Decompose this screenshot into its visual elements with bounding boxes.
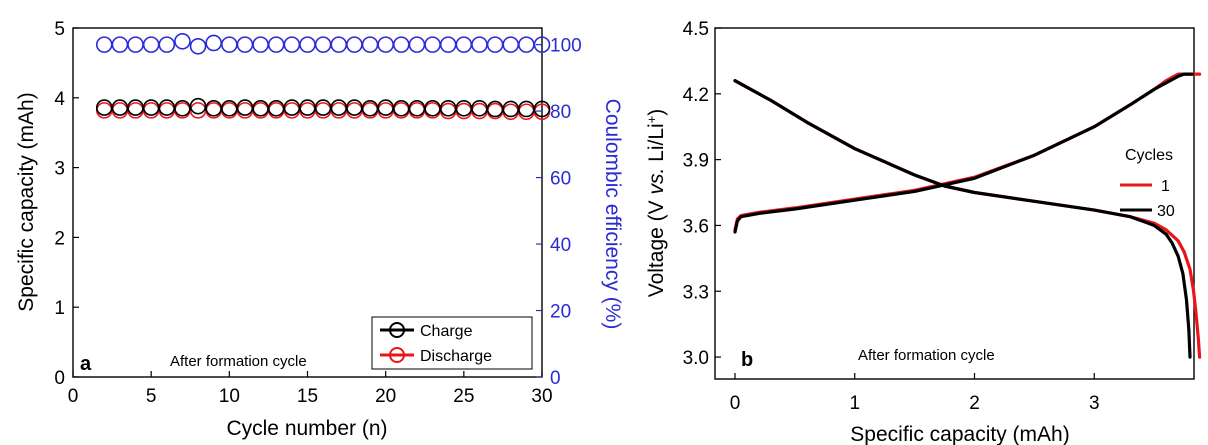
y-tick-label: 5 (54, 19, 65, 40)
efficiency-point (471, 36, 488, 53)
efficiency-point (174, 32, 191, 50)
efficiency-point (142, 36, 160, 53)
y-tick-label: 3.9 (683, 151, 709, 172)
panel-a-annotation: After formation cycle (170, 353, 307, 370)
efficiency-point (205, 34, 222, 52)
efficiency-point (299, 36, 316, 53)
panel-a-label: a (80, 353, 92, 375)
y-tick-label: 4.5 (683, 19, 709, 40)
efficiency-point (252, 36, 269, 53)
efficiency-point (439, 36, 457, 53)
efficiency-point (533, 36, 551, 53)
y-tick-label: 1 (54, 298, 65, 319)
x-tick-label: 0 (68, 386, 79, 407)
y2-tick-label: 100 (550, 36, 582, 57)
panel-a-y2-ticks: 0 20 40 60 80 100 (536, 36, 582, 389)
legend-charge-marker (389, 322, 405, 338)
efficiency-point (158, 36, 176, 53)
panel-b-x-axis-label: Specific capacity (mAh) (850, 423, 1069, 445)
efficiency-point (486, 36, 504, 53)
x-tick-label: 5 (146, 386, 157, 407)
efficiency-point (127, 36, 144, 53)
panel-a-marks (95, 32, 551, 121)
x-tick-label: 20 (375, 386, 396, 407)
legend-discharge-marker (389, 347, 405, 363)
x-tick-label: 15 (297, 386, 318, 407)
efficiency-point (502, 36, 520, 53)
panel-a-x-ticks: 0 5 10 15 20 25 30 (68, 371, 553, 407)
y2-tick-label: 60 (550, 169, 571, 190)
efficiency-point (189, 37, 207, 55)
efficiency-point (361, 36, 379, 53)
charge-point (533, 100, 551, 118)
efficiency-point (518, 36, 535, 53)
panel-b-frame (714, 27, 1195, 380)
legend-discharge-label: Discharge (420, 348, 492, 365)
x-tick-label: 0 (730, 393, 741, 414)
y-tick-label: 4 (54, 89, 65, 110)
x-tick-label: 2 (969, 393, 980, 414)
panel-a: 0 5 10 15 20 25 30 0 1 2 3 4 5 0 20 40 60 80 100 Cycle n… (15, 19, 624, 440)
efficiency-point (330, 36, 348, 53)
panel-b-legend: Cycles 1 30 (1120, 147, 1175, 220)
y2-tick-label: 0 (550, 368, 561, 389)
efficiency-point (314, 36, 332, 53)
y2-tick-label: 40 (550, 235, 571, 256)
efficiency-point (283, 36, 301, 53)
y-tick-label: 4.2 (683, 85, 709, 106)
efficiency-point (267, 36, 285, 53)
panel-a-y2-axis-label: Coulombic efficiency (%) (601, 99, 624, 330)
efficiency-point (455, 36, 473, 53)
efficiency-point (408, 36, 426, 53)
panel-a-legend: Charge Discharge (371, 316, 533, 370)
x-tick-label: 3 (1089, 393, 1100, 414)
panel-b-lines (733, 72, 1202, 359)
x-tick-label: 10 (219, 386, 240, 407)
y-tick-label: 3.3 (683, 282, 709, 303)
y2-tick-label: 20 (550, 302, 571, 323)
x-tick-label: 25 (453, 386, 474, 407)
y2-tick-label: 80 (550, 102, 571, 123)
charge-point (174, 99, 191, 117)
panel-b-annotation: After formation cycle (858, 347, 995, 364)
efficiency-point (221, 36, 238, 53)
efficiency-point (95, 36, 113, 53)
panel-b-y-axis-label: Voltage (V vs. Li/Li+) (644, 109, 669, 298)
y-tick-label: 3.6 (683, 216, 709, 237)
legend-charge-label: Charge (420, 323, 473, 340)
efficiency-point (236, 36, 254, 53)
y-tick-label: 0 (54, 368, 65, 389)
x-tick-label: 30 (531, 386, 552, 407)
y-tick-label: 2 (54, 228, 65, 249)
legend-cycle-30-label: 30 (1157, 203, 1175, 220)
x-tick-label: 1 (849, 393, 860, 414)
efficiency-point (392, 36, 410, 53)
efficiency-point (377, 36, 394, 53)
panel-b-label: b (741, 349, 753, 371)
efficiency-point (111, 36, 129, 53)
legend-title: Cycles (1125, 147, 1173, 164)
panel-a-y-axis-label: Specific capacity (mAh) (15, 92, 38, 311)
efficiency-point (424, 36, 441, 53)
panel-a-x-axis-label: Cycle number (n) (226, 417, 387, 440)
charge-point (189, 97, 207, 115)
panel-b-y-ticks: 3.0 3.3 3.6 3.9 4.2 4.5 (683, 19, 721, 369)
y-tick-label: 3.0 (683, 348, 709, 369)
legend-cycle-1-label: 1 (1161, 178, 1170, 195)
panel-a-y-ticks: 0 1 2 3 4 5 (54, 19, 79, 389)
y-tick-label: 3 (54, 159, 65, 180)
cycle-30-discharge-curve (733, 79, 1192, 359)
cycle-30-charge-curve (733, 72, 1194, 234)
efficiency-point (346, 36, 363, 53)
legend-frame (371, 316, 533, 370)
